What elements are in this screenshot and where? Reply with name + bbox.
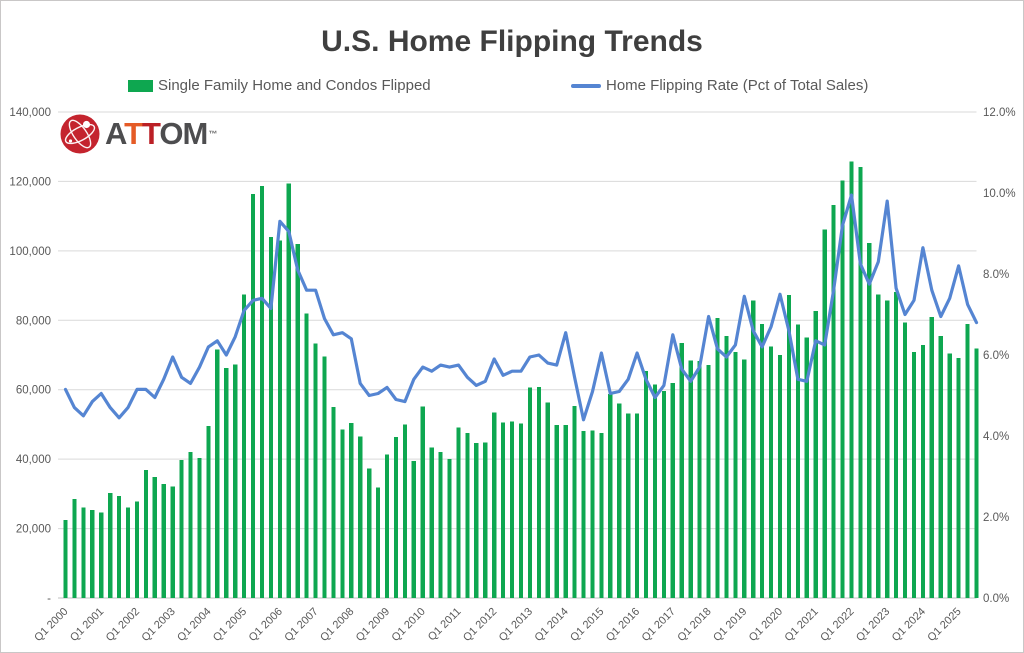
svg-text:80,000: 80,000 <box>16 315 51 327</box>
line-swatch-icon <box>571 83 601 88</box>
legend-item-flips: Single Family Home and Condos Flipped <box>128 77 431 94</box>
svg-text:Q1 2024: Q1 2024 <box>890 606 928 644</box>
svg-text:Q1 2001: Q1 2001 <box>68 606 106 644</box>
attom-logo-icon <box>60 114 100 154</box>
bars-series <box>63 161 979 599</box>
gridlines <box>58 111 977 599</box>
attom-logo-letter: T <box>124 116 143 151</box>
svg-text:Q1 2000: Q1 2000 <box>32 606 70 644</box>
svg-text:Q1 2019: Q1 2019 <box>711 606 749 644</box>
svg-text:12.0%: 12.0% <box>983 107 1016 119</box>
attom-logo-letter: O <box>159 116 183 151</box>
svg-text:Q1 2010: Q1 2010 <box>390 606 428 644</box>
y-axis-left-labels: - 20,000 40,000 60,000 80,000 100,000 120,000 1… <box>9 107 51 605</box>
svg-text:20,000: 20,000 <box>16 524 51 536</box>
svg-text:Q1 2017: Q1 2017 <box>640 606 678 644</box>
svg-text:Q1 2013: Q1 2013 <box>497 606 535 644</box>
svg-text:8.0%: 8.0% <box>983 269 1009 281</box>
svg-text:-: - <box>47 593 51 605</box>
svg-text:60,000: 60,000 <box>16 385 51 397</box>
svg-text:Q1 2007: Q1 2007 <box>282 606 320 644</box>
svg-text:Q1 2012: Q1 2012 <box>461 606 499 644</box>
svg-text:100,000: 100,000 <box>9 246 51 258</box>
svg-text:40,000: 40,000 <box>16 454 51 466</box>
svg-text:Q1 2015: Q1 2015 <box>568 606 606 644</box>
chart-legend: Single Family Home and Condos Flipped Ho… <box>1 77 1023 99</box>
svg-text:6.0%: 6.0% <box>983 350 1009 362</box>
svg-text:Q1 2011: Q1 2011 <box>426 606 464 644</box>
svg-text:Q1 2023: Q1 2023 <box>854 606 892 644</box>
svg-text:120,000: 120,000 <box>9 176 51 188</box>
attom-logo: ATTOM ™ <box>59 113 217 155</box>
svg-text:Q1 2021: Q1 2021 <box>783 606 821 644</box>
svg-text:Q1 2009: Q1 2009 <box>354 606 392 644</box>
rate-line <box>63 193 979 422</box>
svg-text:Q1 2016: Q1 2016 <box>604 606 642 644</box>
svg-text:Q1 2008: Q1 2008 <box>318 606 356 644</box>
y-axis-right-labels: 0.0% 2.0% 4.0% 6.0% 8.0% 10.0% 12.0% <box>983 107 1016 605</box>
chart-title: U.S. Home Flipping Trends <box>321 25 703 58</box>
svg-text:Q1 2018: Q1 2018 <box>675 606 713 644</box>
svg-text:Q1 2022: Q1 2022 <box>818 606 856 644</box>
svg-text:0.0%: 0.0% <box>983 593 1009 605</box>
legend-flips-label: Single Family Home and Condos Flipped <box>158 77 431 94</box>
svg-text:4.0%: 4.0% <box>983 431 1009 443</box>
legend-rate-label: Home Flipping Rate (Pct of Total Sales) <box>606 77 869 94</box>
svg-text:Q1 2020: Q1 2020 <box>747 606 785 644</box>
svg-text:Q1 2005: Q1 2005 <box>211 606 249 644</box>
attom-logo-letter: A <box>105 116 125 151</box>
svg-text:Q1 2006: Q1 2006 <box>247 606 285 644</box>
svg-text:Q1 2003: Q1 2003 <box>139 606 177 644</box>
svg-text:2.0%: 2.0% <box>983 512 1009 524</box>
attom-logo-text: ATTOM <box>105 113 209 155</box>
attom-logo-letter: T <box>142 116 160 151</box>
svg-text:10.0%: 10.0% <box>983 188 1016 200</box>
attom-logo-letter: M <box>182 116 209 151</box>
bar-swatch-icon <box>128 79 153 92</box>
svg-text:Q1 2014: Q1 2014 <box>532 606 570 644</box>
svg-text:140,000: 140,000 <box>9 107 51 119</box>
attom-trademark: ™ <box>208 129 218 139</box>
svg-text:Q1 2002: Q1 2002 <box>104 606 142 644</box>
svg-text:Q1 2025: Q1 2025 <box>925 606 963 644</box>
legend-item-rate: Home Flipping Rate (Pct of Total Sales) <box>571 77 868 94</box>
svg-text:Q1 2004: Q1 2004 <box>175 606 213 644</box>
